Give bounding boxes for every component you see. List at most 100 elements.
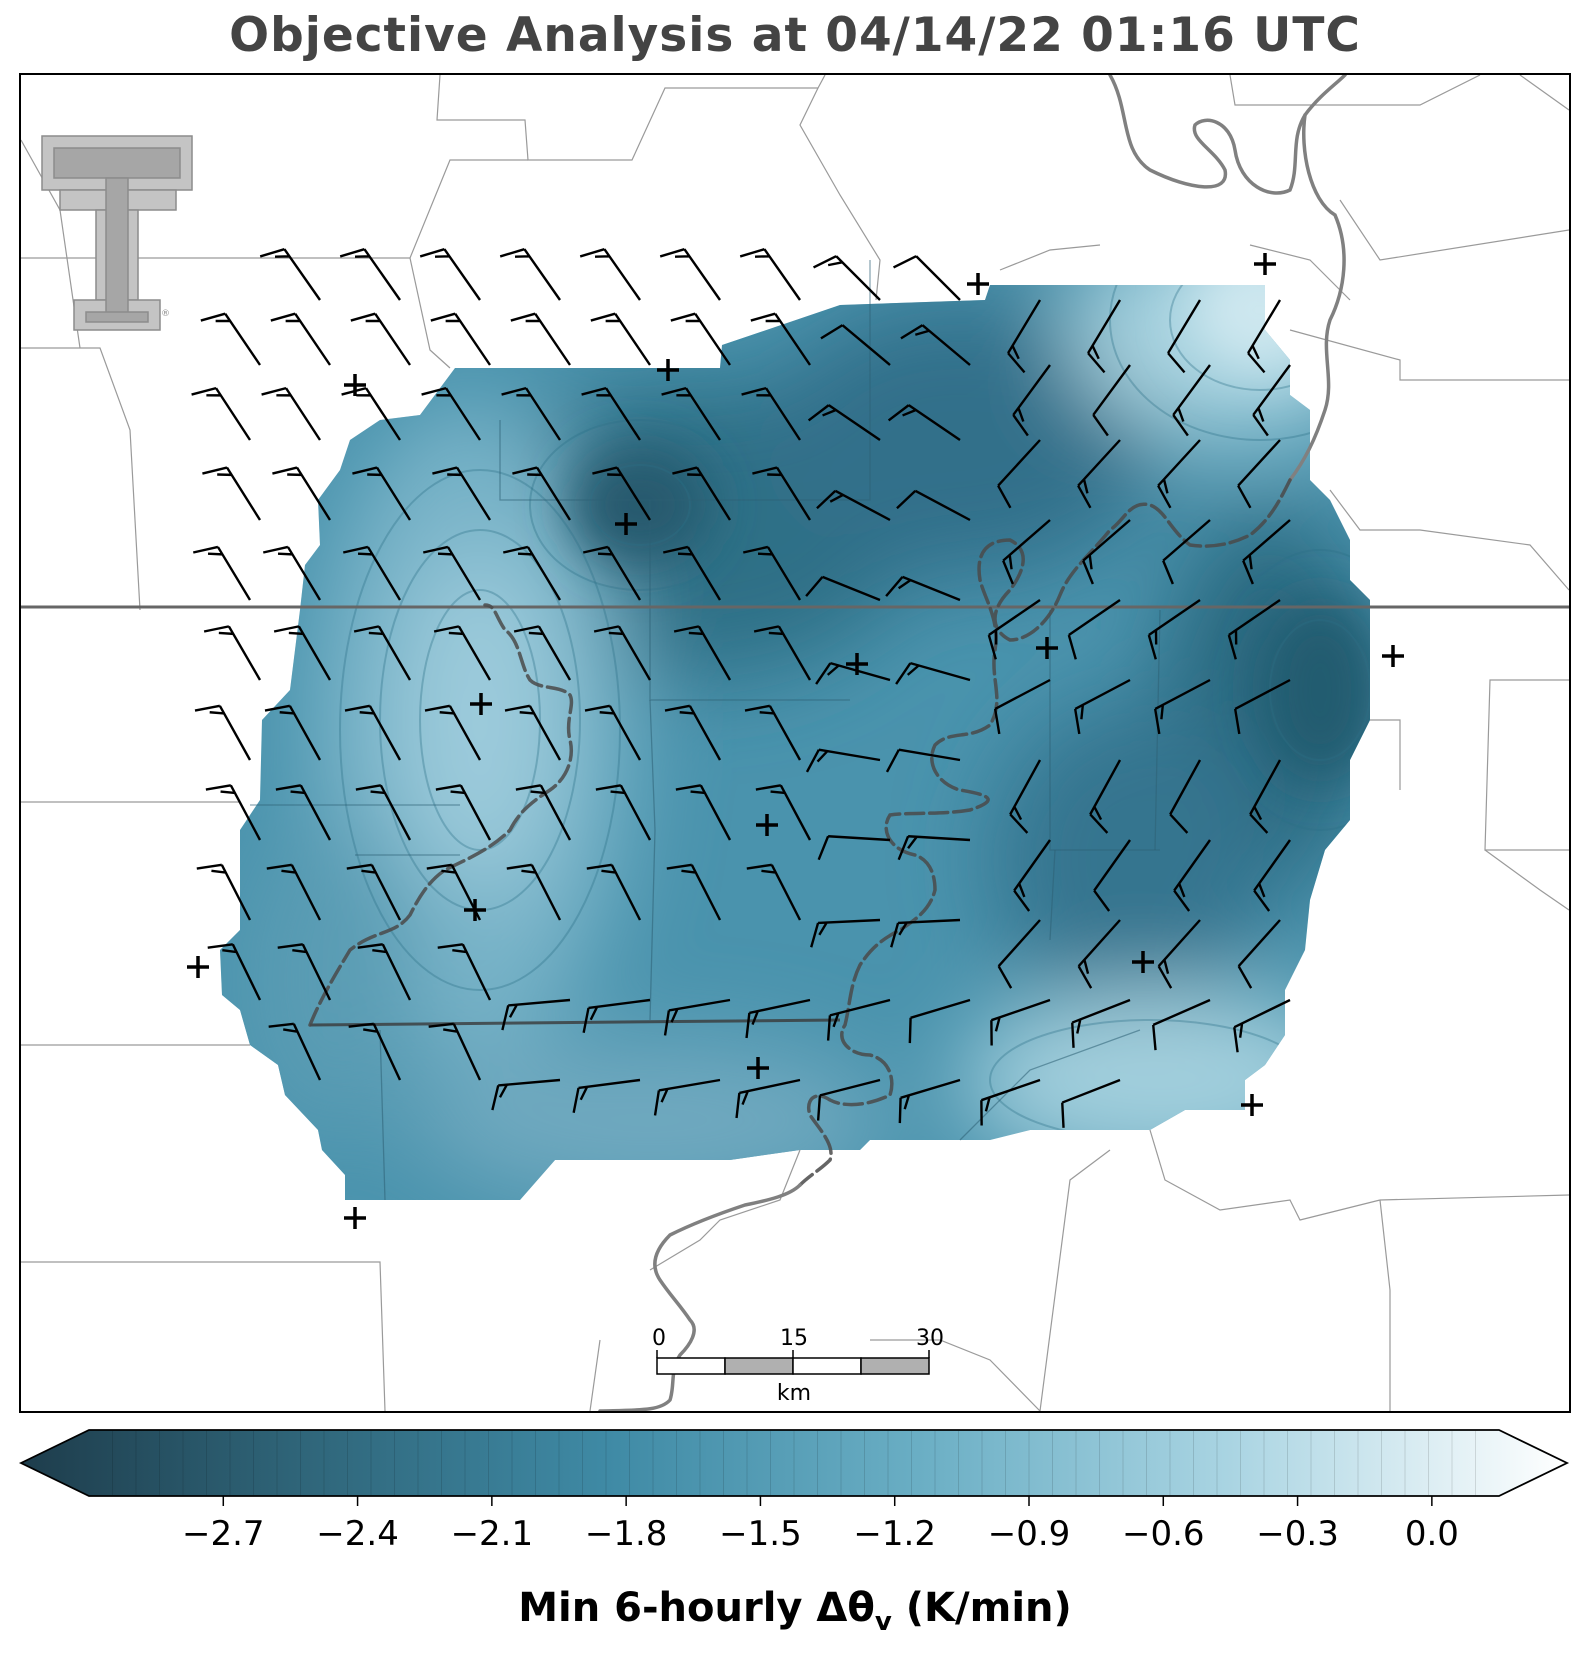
wind-barb	[739, 248, 801, 301]
wind-barb	[661, 386, 722, 441]
wind-barb	[1233, 678, 1291, 735]
colorbar-ticks: −2.7 −2.4 −2.1 −1.8 −1.5 −1.2 −0.9 −0.6 −0.3 0.0	[182, 1496, 1459, 1554]
wind-barb	[672, 466, 732, 521]
wind-barb	[275, 784, 332, 841]
wind-barb	[1237, 439, 1281, 509]
map-frame	[19, 73, 1571, 1413]
scale-label-30: 30	[916, 1326, 944, 1351]
wind-barb	[501, 386, 562, 441]
wind-barb	[491, 1078, 561, 1111]
wind-barb	[277, 943, 332, 1001]
wind-barb	[816, 489, 891, 522]
station-marker	[1241, 1094, 1263, 1116]
wind-barb	[273, 625, 332, 681]
station-marker	[187, 956, 209, 978]
wind-barb	[997, 439, 1041, 509]
wind-barb	[1237, 919, 1281, 989]
wind-barb	[812, 255, 881, 301]
station-marker	[657, 359, 679, 381]
wind-barb	[586, 863, 642, 921]
wind-barb	[664, 704, 722, 761]
wind-barb	[885, 748, 961, 773]
wind-barb	[593, 625, 652, 681]
wind-barb	[670, 312, 731, 366]
station-marker	[846, 653, 868, 675]
county-boundaries	[21, 75, 1569, 1411]
wind-barb	[817, 835, 891, 861]
wind-barb	[272, 466, 332, 521]
wind-barb	[744, 704, 802, 761]
state-boundary	[21, 605, 1569, 1027]
wind-barb	[207, 943, 262, 1001]
wind-barb	[675, 784, 732, 841]
wind-barb	[1249, 759, 1282, 834]
colorbar-tick-label: −1.8	[585, 1514, 668, 1554]
wind-barb	[1252, 364, 1291, 437]
station-marker	[470, 693, 492, 715]
colorbar-tick-label: 0.0	[1405, 1514, 1459, 1554]
wind-barbs	[191, 248, 1291, 1128]
wind-barb	[1067, 599, 1121, 660]
wind-barb	[745, 998, 811, 1039]
colorbar: −2.7 −2.4 −2.1 −1.8 −1.5 −1.2 −0.9 −0.6 −0.3 0.0	[18, 1429, 1570, 1554]
wind-barb	[424, 704, 482, 761]
wind-barb	[896, 489, 971, 522]
wind-barb	[499, 248, 561, 301]
station-marker	[1382, 645, 1404, 667]
scale-bar: 0 15 30 km	[652, 1326, 944, 1406]
wind-barb	[908, 998, 971, 1044]
wind-barb	[581, 386, 642, 441]
station-markers	[187, 253, 1404, 1229]
scale-label-15: 15	[780, 1326, 808, 1351]
wind-barb	[342, 545, 402, 601]
wind-barb	[980, 1078, 1041, 1126]
wind-barb	[752, 466, 812, 521]
wind-barb	[344, 704, 402, 761]
wind-barb	[352, 466, 412, 521]
wind-barb	[501, 998, 571, 1031]
colorbar-tick-label: −1.5	[719, 1514, 802, 1554]
wind-barb	[1157, 919, 1201, 989]
station-marker	[1254, 253, 1276, 275]
wind-barb	[805, 748, 881, 773]
wind-barb	[432, 466, 492, 521]
wind-barb	[1077, 439, 1121, 509]
wind-barb	[1147, 599, 1201, 660]
theta-v-field	[220, 285, 1370, 1200]
wind-barb	[579, 248, 641, 301]
station-marker	[1036, 637, 1058, 659]
wind-barb	[262, 545, 322, 601]
wind-barb	[419, 248, 481, 301]
wind-barb	[1162, 519, 1211, 585]
wind-barb	[192, 545, 252, 601]
wind-barb	[895, 661, 971, 685]
wind-barb	[1009, 759, 1042, 834]
wind-barb	[742, 545, 802, 601]
colorbar-tick-label: −2.4	[316, 1514, 399, 1554]
station-marker	[464, 899, 486, 921]
svg-text:®: ®	[161, 309, 170, 319]
wind-barb	[898, 1078, 961, 1124]
interior-county-lines	[250, 260, 1161, 1201]
wind-barb	[673, 625, 732, 681]
wind-barb	[202, 466, 262, 521]
wind-barb	[502, 545, 562, 601]
wind-barb	[887, 404, 961, 441]
wind-barb	[430, 312, 491, 366]
wind-barb	[1167, 299, 1202, 374]
wind-barb	[892, 255, 961, 301]
wind-barb	[1071, 998, 1131, 1048]
wind-barb	[1002, 519, 1051, 585]
wind-barb	[270, 312, 331, 366]
station-marker	[344, 1207, 366, 1229]
wind-barb	[582, 545, 642, 601]
wind-barb	[1157, 439, 1201, 509]
colorbar-tick-label: −1.2	[853, 1514, 936, 1554]
wind-barb	[662, 545, 722, 601]
station-marker	[747, 1057, 769, 1079]
wind-barb	[264, 704, 322, 761]
scale-label-0: 0	[652, 1326, 666, 1351]
wind-barb	[750, 312, 811, 366]
wind-barb	[266, 863, 322, 921]
wind-barb	[1253, 839, 1291, 912]
